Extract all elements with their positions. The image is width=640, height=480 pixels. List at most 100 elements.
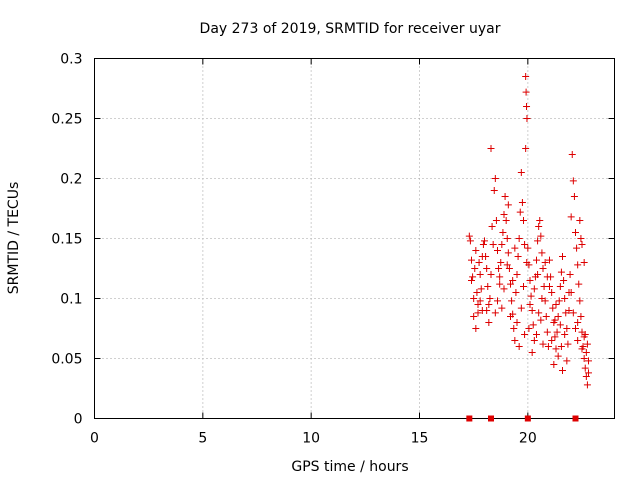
y-tick-label: 0.1 xyxy=(60,292,82,308)
data-point xyxy=(489,241,497,248)
data-point xyxy=(560,277,568,284)
data-point xyxy=(483,307,491,314)
data-point xyxy=(580,355,588,362)
baseline-point xyxy=(572,415,579,422)
data-point xyxy=(557,343,565,350)
data-point xyxy=(537,232,545,240)
data-point xyxy=(577,235,585,242)
data-point xyxy=(476,271,484,278)
data-point xyxy=(533,331,540,338)
data-point xyxy=(507,280,514,288)
x-tick-label: 10 xyxy=(302,431,320,447)
data-point xyxy=(574,319,582,326)
data-point xyxy=(465,232,473,240)
data-point xyxy=(552,301,560,308)
data-point xyxy=(553,328,561,336)
baseline-point xyxy=(524,415,531,422)
data-point xyxy=(487,145,495,152)
data-point xyxy=(580,259,588,266)
y-tick-label: 0.3 xyxy=(60,52,82,68)
data-point xyxy=(471,265,479,272)
data-point xyxy=(576,217,584,224)
y-axis-label: SRMTID / TECUs xyxy=(6,182,22,295)
data-point xyxy=(554,352,562,360)
data-point xyxy=(473,289,481,296)
data-point xyxy=(511,244,519,252)
data-point xyxy=(514,253,522,260)
data-point xyxy=(494,297,501,305)
data-point xyxy=(551,333,559,341)
data-point xyxy=(585,357,592,365)
data-point xyxy=(508,297,516,305)
data-point xyxy=(472,325,480,332)
data-point xyxy=(567,289,575,296)
data-point xyxy=(557,268,565,276)
data-point xyxy=(468,277,475,284)
data-point xyxy=(528,307,536,314)
data-point xyxy=(575,280,583,288)
data-point xyxy=(569,177,577,185)
data-point xyxy=(526,277,534,284)
data-point xyxy=(541,259,549,266)
data-point xyxy=(472,247,480,254)
data-point xyxy=(486,295,494,302)
data-point xyxy=(542,313,550,320)
data-point xyxy=(515,235,523,242)
data-point xyxy=(500,211,508,218)
data-point xyxy=(522,88,530,96)
data-point xyxy=(546,256,553,264)
data-point xyxy=(517,304,525,312)
data-point xyxy=(507,313,514,320)
data-point xyxy=(516,208,524,216)
data-point xyxy=(526,301,534,308)
data-point xyxy=(583,381,591,389)
data-point xyxy=(521,331,529,338)
data-point xyxy=(530,337,538,344)
data-point xyxy=(574,337,582,344)
data-point xyxy=(527,292,535,300)
data-point xyxy=(491,309,499,317)
data-point xyxy=(563,325,571,332)
data-point xyxy=(537,316,545,324)
data-point xyxy=(524,244,532,252)
chart-title: Day 273 of 2019, SRMTID for receiver uya… xyxy=(200,21,501,37)
data-point xyxy=(551,316,559,324)
data-point xyxy=(505,265,513,272)
data-point xyxy=(476,297,484,305)
data-point xyxy=(578,345,586,353)
data-point xyxy=(561,331,569,338)
data-point xyxy=(522,73,530,80)
data-point xyxy=(535,309,543,317)
data-point xyxy=(574,261,582,269)
data-point xyxy=(498,241,506,248)
data-point xyxy=(509,277,517,284)
data-point xyxy=(572,229,579,236)
x-tick-label: 0 xyxy=(90,431,99,447)
data-point xyxy=(469,273,477,281)
data-point xyxy=(499,229,507,236)
data-point xyxy=(582,349,590,356)
data-point xyxy=(528,349,536,356)
grid-lines xyxy=(94,58,615,419)
data-point xyxy=(577,313,585,320)
y-tick-label: 0.05 xyxy=(51,352,82,368)
data-point xyxy=(573,244,581,252)
data-point xyxy=(539,265,547,272)
data-point xyxy=(550,361,558,368)
data-point xyxy=(559,253,566,260)
data-point xyxy=(498,304,506,312)
data-point xyxy=(523,115,531,122)
x-axis-label: GPS time / hours xyxy=(291,459,408,475)
data-point xyxy=(536,217,544,224)
data-point xyxy=(492,217,500,224)
data-point xyxy=(538,295,546,302)
axis-ticks: 0 5 10 15 20 0 0.05 0.1 0.15 0.2 0.25 0.3 xyxy=(51,52,615,447)
data-point xyxy=(555,297,563,305)
data-point xyxy=(581,364,589,372)
data-point xyxy=(490,187,498,194)
data-point xyxy=(502,217,510,224)
data-point xyxy=(520,283,527,290)
data-point xyxy=(564,340,572,348)
x-tick-label: 20 xyxy=(519,431,537,447)
